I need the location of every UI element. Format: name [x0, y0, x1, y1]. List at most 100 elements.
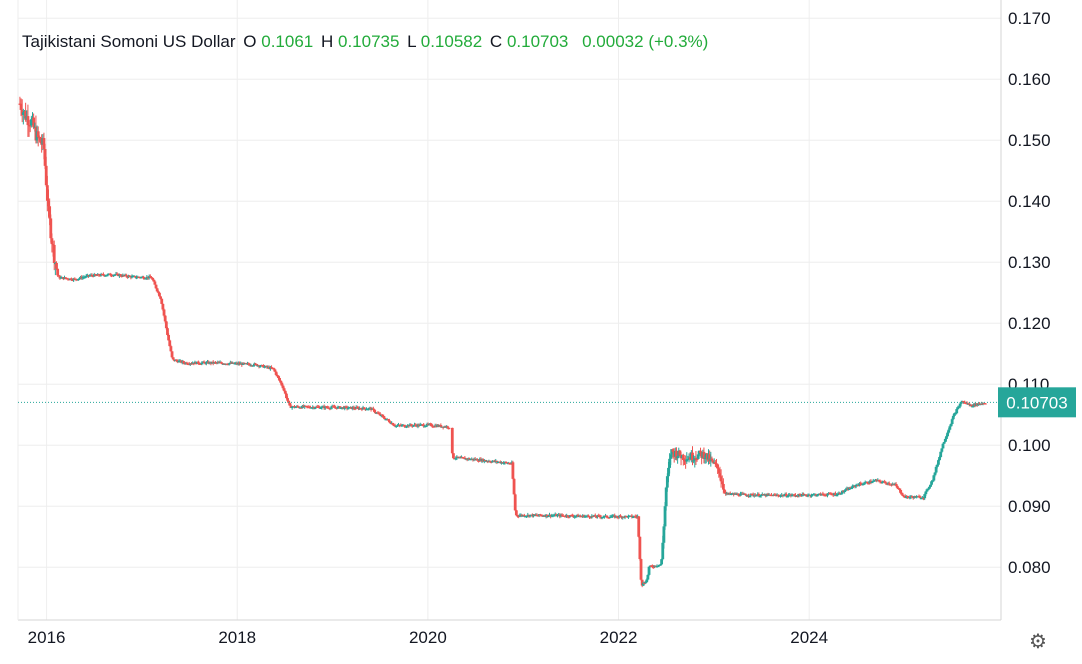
candle-body — [516, 515, 519, 517]
candle-body — [580, 516, 583, 518]
candle-body — [545, 514, 549, 517]
candle-body — [574, 516, 578, 518]
candle-body — [943, 439, 947, 442]
candle-body — [150, 277, 153, 279]
candle-body — [484, 459, 487, 462]
candle-body — [691, 452, 694, 461]
candle-body — [883, 481, 887, 483]
candle-body — [694, 458, 698, 460]
candle-body — [278, 377, 281, 381]
candle-body — [514, 510, 518, 516]
candle-body — [790, 495, 794, 497]
candle-body — [432, 426, 436, 428]
candle-body — [662, 526, 666, 543]
candle-body — [251, 365, 255, 367]
candle-body — [719, 476, 723, 482]
candle-body — [155, 288, 159, 292]
candle-body — [447, 427, 451, 429]
candle-body — [656, 565, 660, 567]
candle-body — [923, 494, 927, 499]
candle-body — [692, 460, 696, 462]
y-tick-label: 0.100 — [1008, 436, 1051, 455]
candle-body — [522, 515, 526, 517]
candle-body — [293, 406, 296, 408]
candle-body — [954, 413, 957, 415]
candle-body — [884, 482, 888, 484]
candle-body — [378, 413, 382, 416]
candle-body — [838, 492, 842, 495]
candle-body — [591, 515, 595, 518]
candle-body — [200, 362, 204, 364]
gear-icon[interactable]: ⚙ — [1029, 631, 1047, 653]
candle-body — [947, 429, 951, 433]
candle-body — [859, 483, 863, 485]
candle-body — [381, 414, 384, 417]
candle-body — [661, 542, 665, 560]
candle-body — [67, 279, 71, 281]
candle-body — [152, 279, 156, 282]
candle-body — [175, 360, 179, 362]
candle-body — [199, 363, 203, 365]
candle-body — [564, 516, 567, 518]
candle-body — [967, 403, 971, 405]
candle-body — [605, 515, 609, 518]
candle-body — [158, 292, 161, 297]
candle-body — [900, 493, 904, 495]
candle-body — [686, 458, 690, 461]
candle-body — [713, 462, 717, 465]
candle-body — [258, 365, 262, 368]
candle-body — [695, 458, 699, 461]
candle-body — [83, 276, 87, 279]
candle-body — [939, 451, 943, 457]
candle-body — [641, 582, 645, 586]
candle-body — [405, 426, 408, 428]
candle-body — [84, 275, 88, 277]
candle-body — [924, 491, 928, 495]
candle-body — [676, 456, 680, 459]
candle-body — [362, 407, 366, 409]
candle-body — [171, 357, 175, 360]
candle-body — [135, 277, 138, 279]
candle-body — [925, 489, 929, 492]
candle-body — [19, 103, 23, 110]
candle-body — [382, 416, 386, 418]
candle-body — [651, 566, 654, 568]
candle-body — [810, 495, 813, 497]
candle-body — [895, 485, 899, 488]
candle-body — [702, 451, 706, 459]
candle-body — [90, 274, 94, 277]
candle-body — [945, 436, 948, 440]
candle-body — [759, 494, 763, 497]
candle-body — [894, 483, 898, 486]
candle-body — [728, 493, 732, 495]
candle-body — [414, 424, 418, 426]
candle-body — [307, 406, 311, 408]
candle-body — [305, 405, 309, 408]
candle-body — [595, 516, 598, 518]
candle-body — [711, 460, 715, 463]
y-tick-label: 0.170 — [1008, 9, 1051, 28]
candle-body — [933, 472, 937, 476]
candle-body — [955, 409, 959, 414]
candle-body — [265, 366, 269, 368]
candle-body — [918, 496, 922, 499]
candle-body — [588, 516, 591, 518]
y-tick-label: 0.160 — [1008, 70, 1051, 89]
candle-body — [937, 460, 940, 465]
candle-body — [338, 406, 342, 409]
candle-body — [346, 408, 350, 410]
candle-body — [97, 274, 101, 276]
legend-change-percent: (+0.3%) — [648, 32, 709, 51]
candle-body — [219, 362, 223, 364]
y-tick-label: 0.090 — [1008, 497, 1051, 516]
candle-body — [286, 398, 289, 401]
candle-body — [660, 559, 664, 565]
candle-body — [513, 494, 517, 511]
candle-body — [970, 404, 973, 407]
candle-body — [227, 363, 231, 365]
candle-body — [957, 406, 961, 408]
candle-body — [908, 496, 912, 499]
candle-body — [789, 494, 793, 496]
candle-body — [983, 403, 987, 405]
